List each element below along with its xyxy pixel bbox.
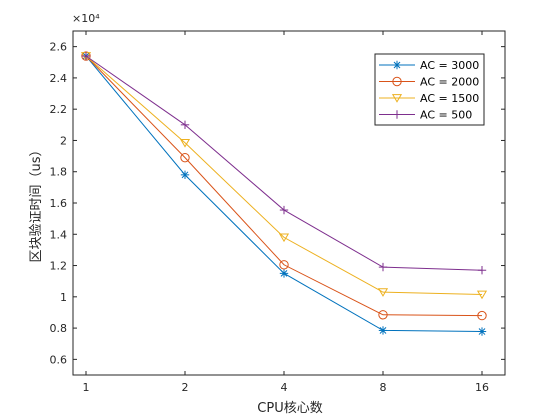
y-tick-label: 0.8 [50,322,68,335]
legend-label: AC = 500 [420,109,472,122]
series-group [80,51,488,336]
legend-marker [391,94,403,103]
legend-label: AC = 1500 [420,92,479,105]
series-line-2 [85,55,483,295]
data-point [278,233,290,243]
legend-label: AC = 3000 [420,59,479,72]
x-tick-label: 2 [182,381,189,394]
x-tick-label: 4 [281,381,288,394]
y-tick-label: 2 [60,134,67,147]
y-tick-label: 1.2 [50,260,68,273]
data-point [180,120,190,130]
x-tick-label: 16 [475,381,489,394]
data-point [81,51,91,61]
y-tick-label: 2.4 [50,72,68,85]
data-point [279,205,289,215]
data-point [378,326,388,335]
legend-box [374,53,485,126]
x-axis-label: CPU核心数 [257,401,322,416]
y-tick-label: 2.2 [50,103,68,116]
legend-marker [392,60,402,70]
y-axis-label: 区块验证时间（us） [28,143,44,262]
legend-label: AC = 2000 [420,76,479,89]
y-tick-label: 1 [60,291,67,304]
legend-marker [392,110,402,119]
x-tick-label: 8 [380,381,387,394]
y-tick-label: 2.6 [50,41,68,54]
data-point [476,290,488,300]
legend: AC = 3000 AC = 2000 AC = 1500 AC = 500 [374,53,485,126]
data-point [477,310,487,321]
y-tick-label: 1.8 [50,166,68,179]
data-point [477,327,487,336]
data-point [378,310,388,320]
y-tick-label: 1.6 [50,197,68,210]
data-point [179,138,191,148]
data-point [180,152,190,163]
y-axis: 0.6 0.8 1 1.2 1.4 1.6 1.8 2 2.2 2.4 2.6 [50,41,505,366]
x-tick-label: 1 [83,381,90,394]
data-point [377,288,389,297]
data-point [279,260,289,270]
data-point [477,266,487,275]
x-axis: 1 2 4 8 16 [83,31,489,394]
data-point [180,170,190,180]
data-point [279,269,289,278]
series-line-1 [85,55,483,317]
y-tick-label: 0.6 [50,353,68,366]
data-point [378,262,388,272]
y-exponent-label: ×10⁴ [72,12,100,25]
y-tick-label: 1.4 [50,228,68,241]
legend-marker [392,76,402,87]
